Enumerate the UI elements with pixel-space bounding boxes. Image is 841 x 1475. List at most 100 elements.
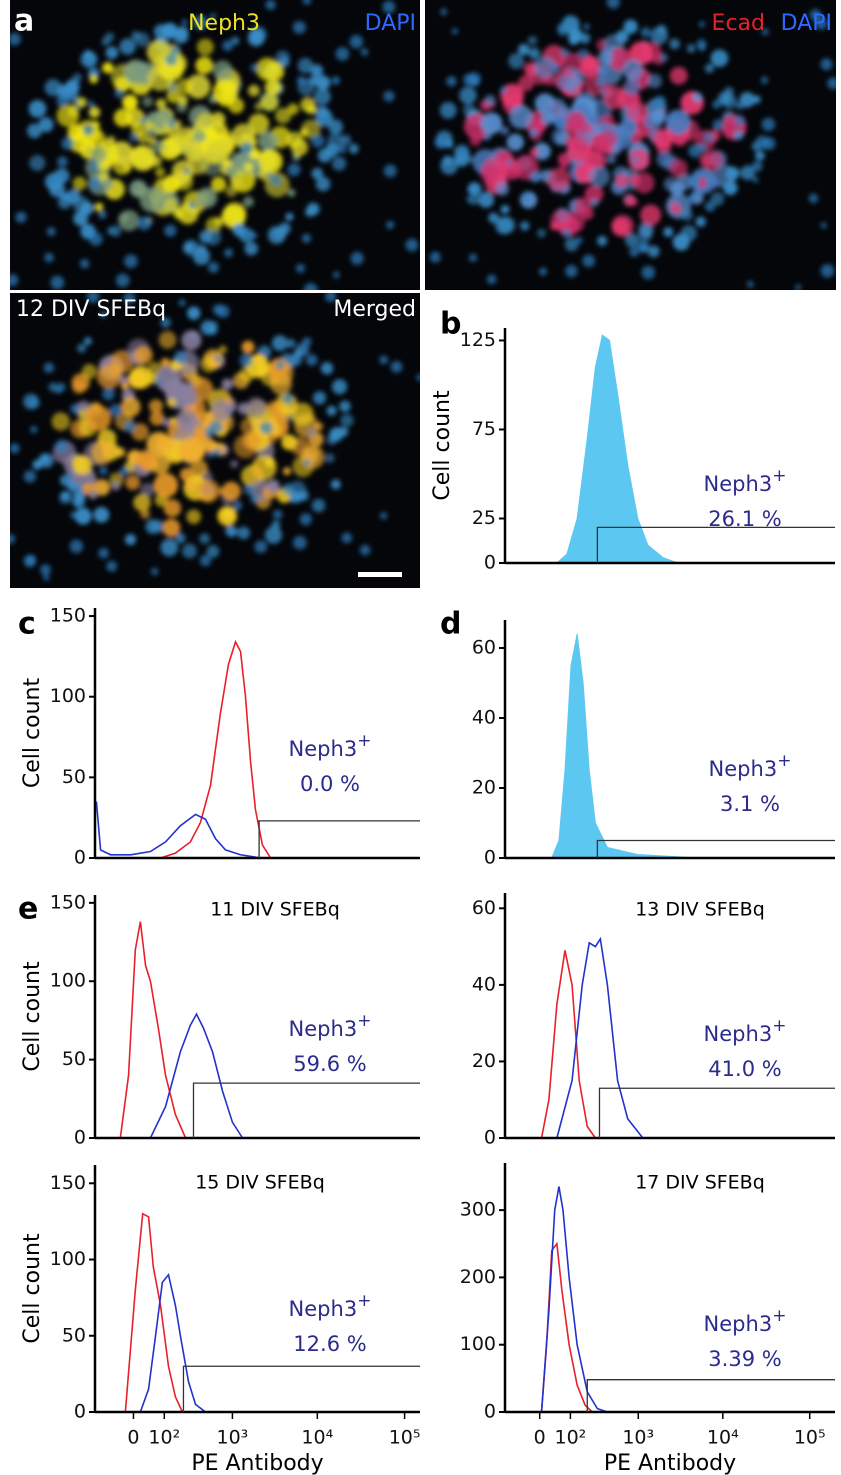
cell <box>467 182 482 197</box>
cell <box>275 360 285 370</box>
cell <box>114 76 131 93</box>
cell <box>734 115 745 126</box>
cell <box>339 400 351 413</box>
cell <box>647 73 662 89</box>
cell <box>717 91 731 105</box>
cell <box>196 38 214 56</box>
cell <box>67 106 79 118</box>
gate <box>596 839 835 858</box>
gate-label-text: Neph3 <box>289 737 358 761</box>
cell <box>297 57 314 74</box>
cell <box>673 132 688 147</box>
cell <box>521 191 530 200</box>
cell <box>560 48 570 58</box>
cell <box>213 448 222 457</box>
subplot-title: 17 DIV SFEBq <box>635 1172 765 1194</box>
x-tick-label: 10⁴ <box>301 1427 333 1449</box>
histogram-line <box>95 801 261 859</box>
cell <box>670 203 682 215</box>
cell <box>155 98 167 110</box>
cell <box>143 120 154 131</box>
cell <box>311 134 325 148</box>
cell <box>181 330 202 351</box>
cell <box>459 86 477 105</box>
cell <box>550 63 560 73</box>
cells <box>429 0 836 290</box>
cell <box>611 217 630 236</box>
cell <box>124 254 138 269</box>
y-tick-label: 100 <box>50 685 86 707</box>
cell <box>205 411 214 421</box>
cell <box>192 15 208 31</box>
cell <box>139 117 147 124</box>
cell <box>508 53 525 70</box>
cell <box>88 490 98 500</box>
cell <box>282 392 294 404</box>
y-tick-label: 25 <box>472 507 496 529</box>
cell <box>133 493 151 512</box>
cell <box>519 221 530 231</box>
scale-bar <box>358 572 402 577</box>
cell <box>243 196 254 208</box>
panel-letter: d <box>440 607 461 642</box>
cell <box>517 75 534 92</box>
cell <box>59 474 72 487</box>
cell <box>258 149 283 174</box>
cell <box>205 139 231 165</box>
cell <box>249 231 258 240</box>
cells <box>10 0 419 290</box>
cell <box>193 426 208 441</box>
y-tick-label: 150 <box>50 1172 86 1194</box>
cell <box>529 147 540 157</box>
cell <box>656 151 673 168</box>
x-tick-label: 10² <box>555 1427 587 1449</box>
cell <box>101 37 110 46</box>
gate-label: Neph3+ <box>709 751 792 781</box>
cell <box>105 46 119 60</box>
gate <box>258 820 420 858</box>
cell <box>193 130 206 143</box>
x-tick-label: 0 <box>127 1427 139 1449</box>
cell <box>623 19 638 34</box>
stain-label: Neph3 <box>188 11 260 36</box>
cell <box>67 79 78 90</box>
cell <box>746 280 754 288</box>
cell <box>172 45 180 53</box>
histogram-line <box>149 1012 244 1139</box>
cell <box>89 177 102 190</box>
cell <box>153 472 179 498</box>
cell <box>196 187 218 209</box>
cell <box>630 156 638 164</box>
cell <box>207 261 220 274</box>
cell <box>135 449 156 470</box>
cell <box>405 238 419 252</box>
cell <box>225 185 238 198</box>
cell <box>669 159 688 178</box>
cell <box>89 160 100 171</box>
cell <box>300 127 309 137</box>
cell <box>652 129 673 149</box>
cell <box>209 321 219 330</box>
cell <box>665 109 691 135</box>
cell <box>241 340 255 354</box>
cell <box>61 491 70 500</box>
cell <box>209 420 223 434</box>
cell <box>218 345 228 354</box>
cell <box>624 233 640 248</box>
y-tick-label: 125 <box>460 329 496 351</box>
cell <box>723 180 738 196</box>
cell <box>752 95 761 104</box>
cell <box>488 212 499 224</box>
gate-label-text: Neph3 <box>704 1312 773 1336</box>
cell <box>270 175 282 187</box>
cell <box>573 197 591 214</box>
cell <box>533 119 545 131</box>
cell <box>151 139 165 153</box>
cell <box>539 169 551 182</box>
cell <box>44 252 54 263</box>
cell <box>584 149 603 169</box>
cell <box>704 63 715 73</box>
cell <box>320 362 334 375</box>
cell <box>248 84 260 97</box>
histogram-area <box>551 633 699 859</box>
